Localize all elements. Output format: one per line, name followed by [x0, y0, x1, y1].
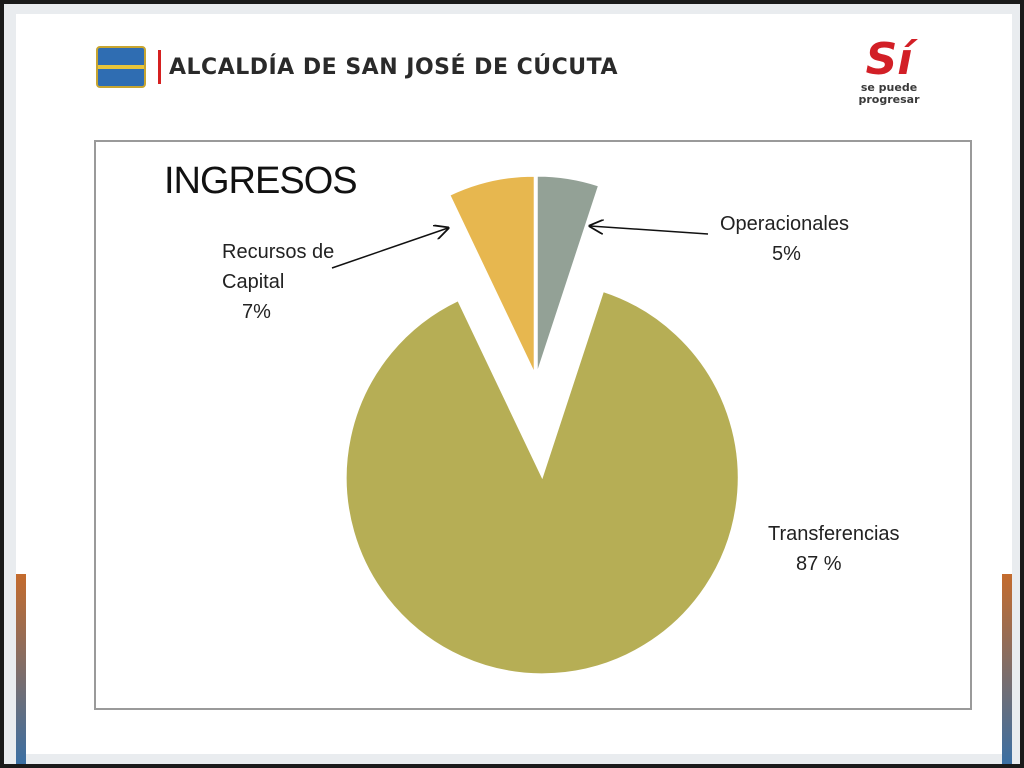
- pie-slice-transferencias: [345, 290, 739, 675]
- chart-title: INGRESOS: [164, 160, 358, 202]
- brand-logo-line1: se puede: [860, 81, 918, 94]
- label-recursos-line1: Recursos de: [222, 241, 334, 263]
- brand-logo: Sí se puede progresar: [844, 38, 934, 106]
- pie-chart: Operacionales 5% Recursos de Capital 7% …: [222, 175, 900, 675]
- header-divider: [158, 50, 161, 84]
- header: ALCALDÍA DE SAN JOSÉ DE CÚCUTA: [96, 42, 618, 92]
- brand-logo-line2: progresar: [858, 93, 920, 106]
- pie-slice-recursos-de-capital: [449, 175, 535, 373]
- label-transferencias-name: Transferencias: [768, 523, 900, 545]
- label-operacionales-value: 5%: [772, 243, 801, 265]
- label-recursos-value: 7%: [242, 301, 271, 323]
- leader-line-recursos-de-capital: [331, 228, 448, 269]
- pie-slice-operacionales: [536, 175, 600, 373]
- slide-frame: ALCALDÍA DE SAN JOSÉ DE CÚCUTA Sí se pue…: [4, 4, 1020, 764]
- leader-line-operacionales: [590, 226, 709, 235]
- left-accent-strip: [16, 574, 26, 764]
- chart-box: INGRESOS Operacionales 5% Recursos de Ca…: [94, 140, 972, 710]
- city-crest-logo: [96, 46, 146, 88]
- label-transferencias-value: 87 %: [796, 553, 842, 575]
- label-operacionales-name: Operacionales: [720, 213, 849, 235]
- label-recursos-line2: Capital: [222, 271, 284, 293]
- right-accent-strip: [1002, 574, 1012, 764]
- org-name: ALCALDÍA DE SAN JOSÉ DE CÚCUTA: [169, 54, 618, 80]
- brand-logo-main: Sí: [865, 34, 913, 85]
